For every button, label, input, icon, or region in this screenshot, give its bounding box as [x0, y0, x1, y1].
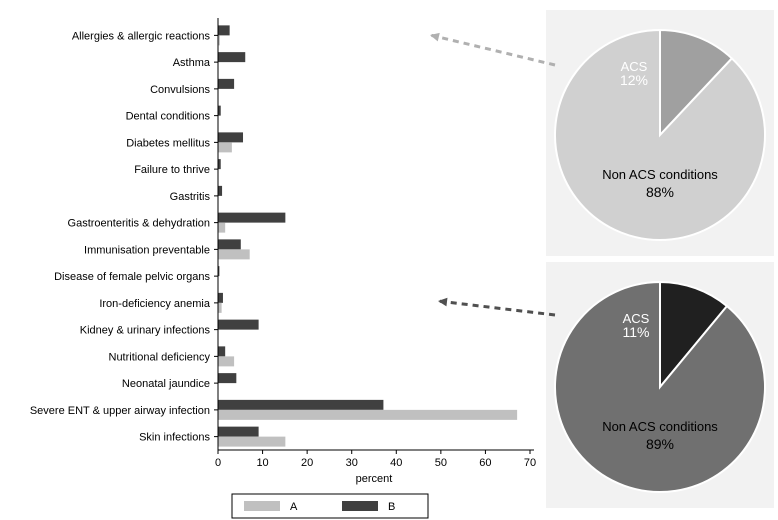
category-label: Skin infections	[139, 432, 210, 444]
bar-b	[219, 320, 259, 330]
bar-b	[219, 400, 384, 410]
bar-b	[219, 79, 235, 89]
pie-slice-label: Non ACS conditions	[602, 419, 718, 434]
x-tick-label: 40	[390, 457, 402, 469]
bar-a	[219, 249, 250, 259]
category-label: Gastritis	[170, 191, 211, 203]
bar-a	[219, 303, 222, 313]
legend-swatch	[342, 501, 378, 511]
category-label: Nutritional deficiency	[109, 351, 211, 363]
bar-a	[219, 410, 518, 420]
category-label: Failure to thrive	[134, 164, 210, 176]
category-label: Gastroenteritis & dehydration	[68, 218, 210, 230]
category-label: Neonatal jaundice	[122, 378, 210, 390]
x-tick-label: 50	[435, 457, 447, 469]
bar-b	[219, 25, 230, 35]
category-label: Immunisation preventable	[84, 244, 210, 256]
pie-top: ACS12%Non ACS conditions88%	[546, 10, 774, 256]
bar-b	[219, 186, 223, 196]
bar-b	[219, 293, 223, 303]
bar-b	[219, 159, 221, 169]
pie-slice-pct: 88%	[646, 184, 674, 200]
bar-a	[219, 437, 286, 447]
x-tick-label: 10	[256, 457, 268, 469]
category-label: Convulsions	[150, 84, 210, 96]
bar-b	[219, 239, 241, 249]
bar-b	[219, 427, 259, 437]
pie-bottom: ACS11%Non ACS conditions89%	[546, 262, 774, 508]
x-tick-label: 0	[215, 457, 221, 469]
category-label: Asthma	[173, 57, 211, 69]
legend-label: B	[388, 501, 395, 513]
x-tick-label: 60	[479, 457, 491, 469]
pie-slice	[555, 282, 765, 492]
bar-b	[219, 213, 286, 223]
bar-a	[219, 356, 235, 366]
bar-b	[219, 373, 237, 383]
bar-a	[219, 142, 232, 152]
bar-b	[219, 132, 244, 142]
bar-b	[219, 106, 221, 116]
bar-b	[219, 266, 220, 276]
pie-slice	[555, 30, 765, 240]
bar-b	[219, 346, 226, 356]
pie-slice-label: Non ACS conditions	[602, 167, 718, 182]
figure-root: 0 10 20 30 40 50 60 70 percent Allergies & allerg…	[0, 0, 778, 520]
pie-slice-pct: 11%	[623, 324, 650, 340]
x-tick-label: 30	[346, 457, 358, 469]
category-label: Disease of female pelvic organs	[54, 271, 210, 283]
x-axis-label: percent	[356, 473, 393, 485]
legend-swatch	[244, 501, 280, 511]
category-label: Kidney & urinary infections	[80, 325, 211, 337]
category-label: Severe ENT & upper airway infection	[30, 405, 210, 417]
bar-a	[219, 35, 220, 45]
category-label: Allergies & allergic reactions	[72, 30, 211, 42]
bar-a	[219, 223, 226, 233]
category-label: Dental conditions	[126, 111, 211, 123]
pie-slice-pct: 89%	[646, 436, 674, 452]
category-label: Iron-deficiency anemia	[99, 298, 211, 310]
legend: AB	[232, 494, 428, 518]
bar-b	[219, 52, 246, 62]
legend-label: A	[290, 501, 298, 513]
x-tick-label: 70	[524, 457, 536, 469]
category-label: Diabetes mellitus	[126, 137, 210, 149]
x-tick-label: 20	[301, 457, 313, 469]
pie-slice-pct: 12%	[620, 72, 648, 88]
